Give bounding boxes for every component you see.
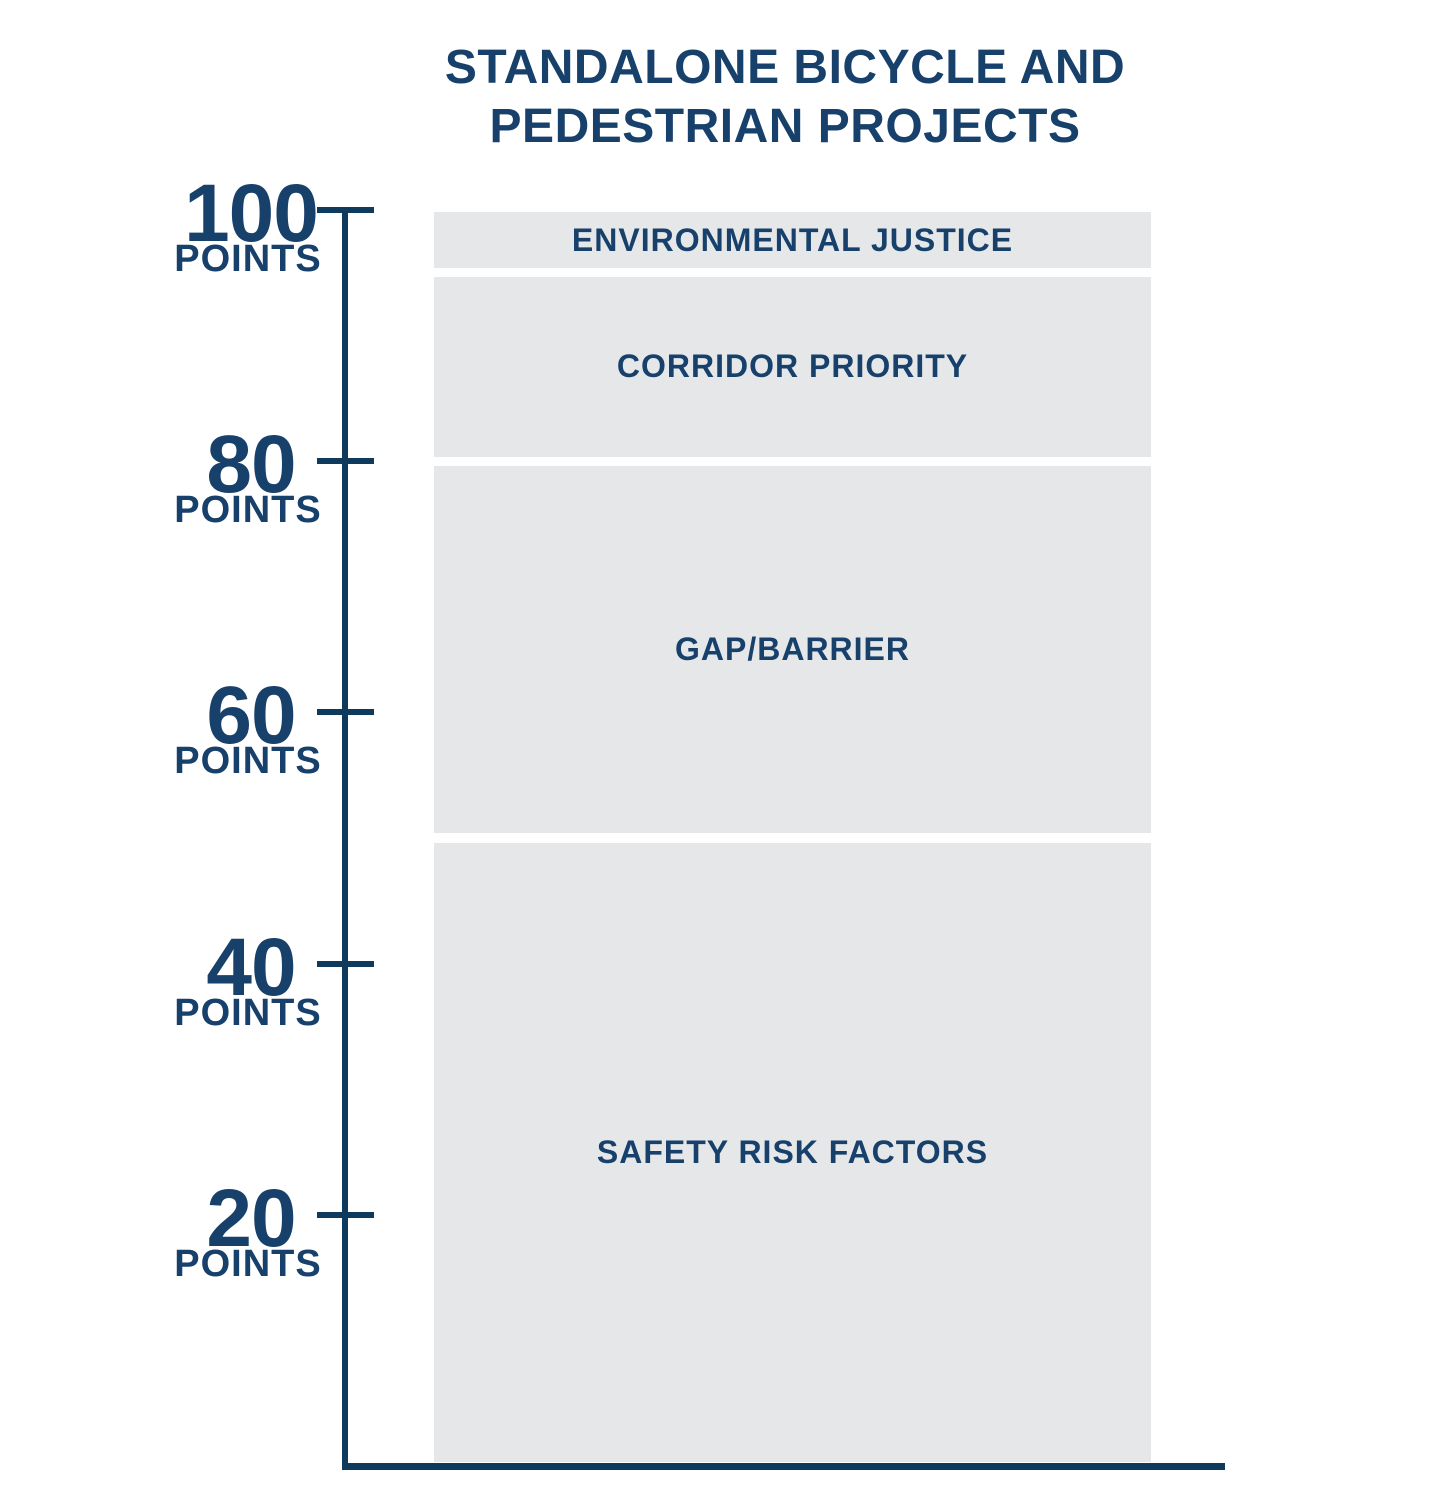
tick-unit-60: POINTS xyxy=(174,740,322,783)
axis-tick-100 xyxy=(317,207,374,213)
tick-unit-20: POINTS xyxy=(174,1242,322,1285)
tick-number-40: 40 xyxy=(206,921,296,1013)
segment-safety-risk-factors: SAFETY RISK FACTORS xyxy=(434,842,1151,1462)
axis-tick-40 xyxy=(317,960,374,967)
segment-label-corridor-priority: CORRIDOR PRIORITY xyxy=(616,348,969,385)
segment-label-safety-risk-factors: SAFETY RISK FACTORS xyxy=(596,1133,989,1170)
chart-title-line-2: PEDESTRIAN PROJECTS xyxy=(489,100,1081,153)
chart-title-line-1: STANDALONE BICYCLE AND xyxy=(444,41,1126,94)
tick-number-100: 100 xyxy=(184,168,319,259)
tick-unit-100: POINTS xyxy=(174,238,322,280)
axis-tick-80 xyxy=(317,458,374,465)
chart-title: STANDALONE BICYCLE AND PEDESTRIAN PROJEC… xyxy=(360,38,1210,156)
tick-number-20: 20 xyxy=(206,1172,296,1264)
segment-label-environmental-justice: ENVIRONMENTAL JUSTICE xyxy=(571,221,1014,258)
tick-unit-80: POINTS xyxy=(174,489,322,532)
segment-corridor-priority: CORRIDOR PRIORITY xyxy=(434,277,1151,457)
axis-tick-60 xyxy=(317,709,374,716)
tick-number-60: 60 xyxy=(206,670,296,762)
segment-gap-barrier: GAP/BARRIER xyxy=(434,465,1151,834)
tick-unit-40: POINTS xyxy=(174,991,322,1034)
segment-environmental-justice: ENVIRONMENTAL JUSTICE xyxy=(434,212,1151,269)
axis-tick-20 xyxy=(317,1211,374,1218)
y-axis-line xyxy=(342,207,348,1470)
segment-label-gap-barrier: GAP/BARRIER xyxy=(674,631,910,668)
tick-number-80: 80 xyxy=(206,419,296,511)
x-axis-baseline xyxy=(342,1463,1225,1470)
